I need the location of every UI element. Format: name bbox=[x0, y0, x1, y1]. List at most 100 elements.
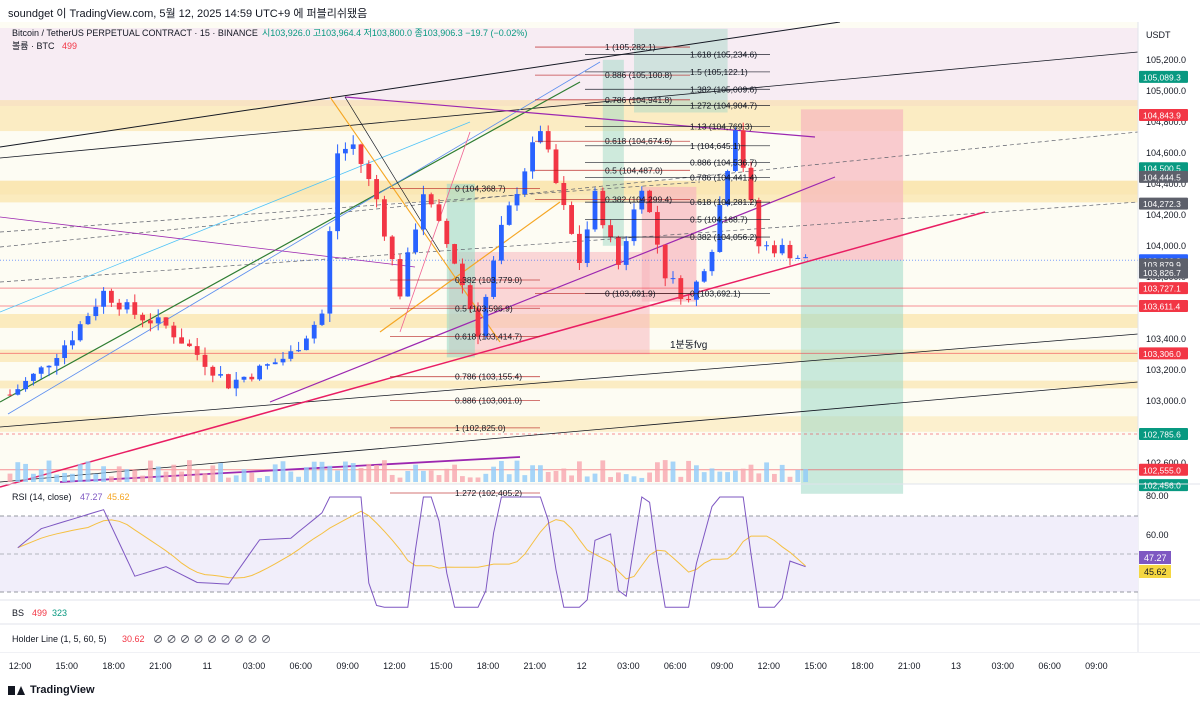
volume-bar bbox=[748, 464, 754, 482]
volume-bar bbox=[600, 460, 606, 482]
candle-body bbox=[140, 314, 145, 321]
holder-label: Holder Line (1, 5, 60, 5) bbox=[12, 634, 107, 644]
volume-bar bbox=[592, 473, 598, 482]
candle-body bbox=[382, 199, 387, 237]
candle-body bbox=[631, 209, 637, 242]
zone-band-1 bbox=[0, 180, 1138, 195]
price-ticks: 105,200.0 105,000.0 104,800.0 104,600.0 104,… bbox=[1146, 55, 1186, 468]
candle-body bbox=[694, 281, 699, 300]
price-tags: 105,089.3104,843.9104,500.5104,444.5104,… bbox=[1139, 70, 1188, 492]
volume-bar bbox=[694, 465, 699, 482]
volume-bar bbox=[38, 469, 44, 482]
candle-body bbox=[467, 285, 473, 310]
trendline-4 bbox=[0, 81, 581, 403]
volume-bar bbox=[787, 476, 793, 482]
legend-volume-value: 499 bbox=[62, 41, 77, 51]
price-tick-2: 104,800.0 bbox=[1146, 117, 1186, 127]
trendline-10 bbox=[0, 211, 986, 488]
candle-body bbox=[15, 389, 21, 395]
volume-bar bbox=[561, 468, 567, 482]
time-tick-4: 11 bbox=[203, 661, 212, 671]
volume-bar bbox=[405, 470, 411, 482]
volume-bar bbox=[623, 474, 629, 482]
eye-off-icon bbox=[248, 635, 257, 643]
price-tag-13: 102,456.0 bbox=[1143, 481, 1181, 491]
volume-bar bbox=[577, 461, 582, 482]
volume-bar bbox=[93, 473, 99, 482]
time-tick-21: 03:00 bbox=[992, 661, 1015, 671]
time-axis[interactable]: 12:00 15:00 18:00 21:00 11 03:00 06:00 09:00 12:… bbox=[0, 652, 1200, 680]
candle-body bbox=[210, 366, 216, 376]
price-tick-11: 102,600.0 bbox=[1146, 458, 1186, 468]
trendline-5 bbox=[0, 181, 701, 233]
tradingview-logo[interactable]: TradingView bbox=[8, 684, 95, 696]
candle-body bbox=[740, 130, 746, 168]
candle-body bbox=[655, 212, 660, 245]
volume-bar bbox=[772, 473, 777, 482]
volume-bar bbox=[733, 470, 738, 482]
fib-label-2-11: 0 (103,692.1) bbox=[690, 289, 741, 299]
trendline-7 bbox=[0, 131, 1139, 248]
candle-body bbox=[358, 144, 364, 164]
chart-area[interactable]: 0 (104,368.7) 0.382 (103,779.0) 0.5 (103,5… bbox=[0, 21, 1200, 652]
volume-bar bbox=[553, 470, 559, 482]
eye-off-slash bbox=[154, 635, 162, 643]
bs-value-1: 499 bbox=[32, 608, 47, 618]
candle-body bbox=[77, 324, 83, 341]
price-axis[interactable] bbox=[1138, 22, 1200, 652]
price-tag-bg-8 bbox=[1139, 282, 1188, 295]
bs-value-2: 323 bbox=[52, 608, 67, 618]
price-tick-9: 103,200.0 bbox=[1146, 365, 1186, 375]
legend-volume-label: 볼륨 · BTC bbox=[12, 41, 55, 51]
zones-layer bbox=[0, 28, 1138, 494]
volume-bar bbox=[779, 464, 785, 482]
candle-body bbox=[592, 190, 598, 230]
fib-label-1-0: 1 (105,282.1) bbox=[605, 42, 656, 52]
volume-bar bbox=[374, 465, 379, 482]
volume-bar bbox=[413, 464, 418, 482]
time-tick-15: 09:00 bbox=[711, 661, 734, 671]
zone-band-6 bbox=[0, 416, 1138, 432]
candle-body bbox=[187, 343, 192, 347]
candle-body bbox=[397, 259, 403, 297]
candle-body bbox=[491, 260, 496, 297]
candle-body bbox=[280, 358, 286, 363]
fib-label-0-1: 0.382 (103,779.0) bbox=[455, 275, 522, 285]
zone-box-fvg bbox=[449, 251, 650, 355]
volume-bar bbox=[288, 471, 294, 482]
trendline-11 bbox=[269, 176, 836, 403]
fib-label-0-4: 0.786 (103,155.4) bbox=[455, 372, 522, 382]
trendline-6 bbox=[0, 201, 1139, 283]
volume-bar bbox=[226, 477, 231, 482]
volume-bar bbox=[701, 472, 707, 482]
price-tick-8: 103,400.0 bbox=[1146, 334, 1186, 344]
price-tag-bg-13 bbox=[1139, 479, 1188, 492]
candle-body bbox=[452, 244, 457, 264]
volume-bar bbox=[382, 460, 387, 482]
fib-label-0-6: 1 (102,825.0) bbox=[455, 423, 506, 433]
time-tick-18: 18:00 bbox=[851, 661, 874, 671]
price-tag-12: 102,555.0 bbox=[1143, 465, 1181, 475]
candle-body bbox=[514, 194, 520, 206]
volume-bar bbox=[249, 472, 255, 482]
price-tick-1: 105,000.0 bbox=[1146, 86, 1186, 96]
rsi-tag-1-bg bbox=[1139, 551, 1171, 564]
fib-label-1-1: 0.886 (105,100.8) bbox=[605, 70, 672, 80]
volume-bar bbox=[23, 463, 28, 482]
volume-bar bbox=[15, 462, 21, 482]
volume-bar bbox=[31, 473, 36, 482]
volume-bar bbox=[311, 461, 317, 482]
volume-bar bbox=[296, 476, 301, 482]
volume-bar bbox=[608, 477, 613, 482]
candle-body bbox=[538, 131, 543, 143]
candle-body bbox=[249, 376, 255, 380]
volume-bar bbox=[756, 473, 762, 482]
volume-bar bbox=[124, 469, 130, 482]
fib-label-1-4: 0.5 (104,487.0) bbox=[605, 165, 663, 175]
chart-svg[interactable]: 0 (104,368.7) 0.382 (103,779.0) 0.5 (103,5… bbox=[0, 21, 1200, 652]
price-tag-bg-7 bbox=[1139, 266, 1188, 279]
candle-body bbox=[413, 229, 418, 253]
volume-bar bbox=[179, 471, 184, 482]
time-tick-14: 06:00 bbox=[664, 661, 687, 671]
candle-body bbox=[639, 190, 645, 210]
